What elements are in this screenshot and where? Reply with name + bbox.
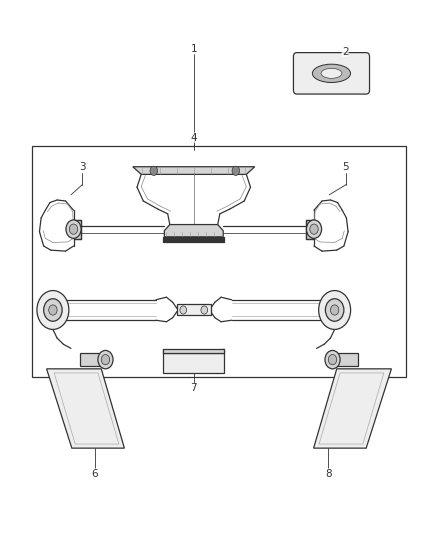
Text: 7: 7 [191,383,197,393]
Circle shape [66,220,81,238]
Polygon shape [332,353,358,366]
Text: 6: 6 [92,469,98,479]
Circle shape [69,224,78,235]
Text: 1: 1 [191,44,197,54]
Circle shape [330,305,339,315]
Polygon shape [46,369,124,448]
Ellipse shape [312,64,350,83]
Circle shape [150,166,158,175]
Polygon shape [80,353,106,366]
Circle shape [232,166,240,175]
Ellipse shape [321,68,342,78]
Bar [163,350,224,353]
Circle shape [319,290,350,329]
Text: 5: 5 [343,161,349,172]
FancyBboxPatch shape [293,53,370,94]
Circle shape [37,290,69,329]
Circle shape [180,306,187,314]
Text: 8: 8 [325,469,332,479]
Polygon shape [314,369,392,448]
Circle shape [310,224,318,235]
Bar [32,146,406,376]
Polygon shape [164,224,223,237]
Polygon shape [163,237,224,242]
Circle shape [325,350,340,369]
Text: 2: 2 [342,46,349,56]
Circle shape [101,354,110,365]
Circle shape [325,298,344,321]
Bar [163,353,224,373]
Circle shape [307,220,321,238]
Text: 4: 4 [191,133,197,142]
Polygon shape [133,167,255,174]
Bar [177,304,211,315]
Bar [74,221,81,239]
Text: 3: 3 [79,161,86,172]
Circle shape [98,350,113,369]
Bar [306,221,314,239]
Circle shape [44,298,62,321]
Circle shape [328,354,337,365]
Circle shape [201,306,208,314]
Circle shape [49,305,57,315]
